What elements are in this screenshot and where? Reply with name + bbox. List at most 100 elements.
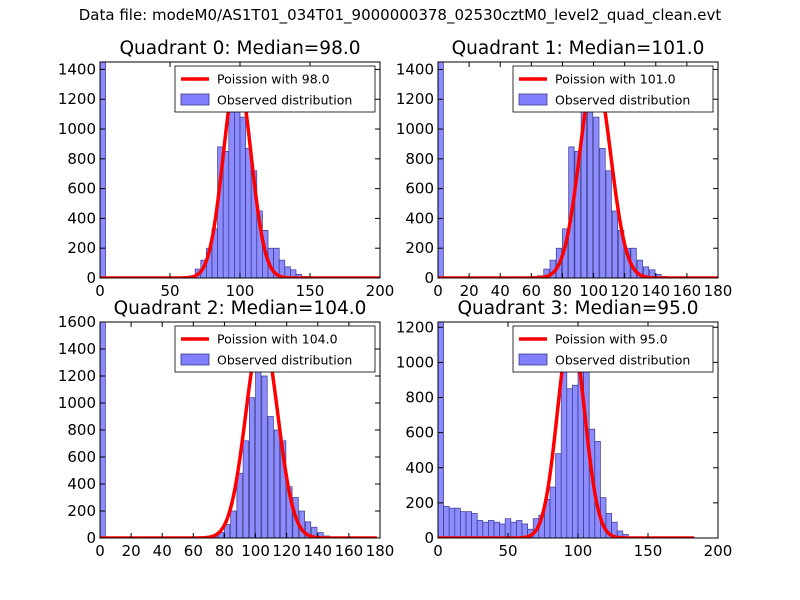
x-tick-label: 40 xyxy=(491,282,510,300)
x-tick-label: 0 xyxy=(95,282,105,300)
y-tick-label: 800 xyxy=(405,389,434,407)
histogram-bar xyxy=(261,375,268,539)
histogram-bar xyxy=(230,510,237,539)
x-tick-label: 50 xyxy=(498,542,517,560)
histogram-bar xyxy=(267,416,274,539)
y-tick-label: 200 xyxy=(67,502,96,520)
x-tick-label: 100 xyxy=(226,282,255,300)
histogram-bar xyxy=(499,523,506,539)
figure-title: Data file: modeM0/AS1T01_034T01_90000003… xyxy=(78,6,722,24)
legend-line-label: Poission with 98.0 xyxy=(217,72,330,87)
histogram-bar xyxy=(273,429,281,539)
histogram-bar xyxy=(239,116,246,279)
x-tick-label: 40 xyxy=(153,542,172,560)
panel-title: Quadrant 2: Median=104.0 xyxy=(114,298,367,319)
y-tick-label: 600 xyxy=(405,180,434,198)
histogram-bar xyxy=(228,106,235,279)
panel-title: Quadrant 0: Median=98.0 xyxy=(119,38,360,59)
legend-bar-swatch xyxy=(518,93,548,106)
y-tick-label: 1200 xyxy=(58,367,96,385)
y-tick-label: 0 xyxy=(86,269,96,287)
y-tick-label: 600 xyxy=(67,180,96,198)
y-tick-label: 400 xyxy=(405,459,434,477)
histogram-bar xyxy=(255,368,262,539)
y-tick-label: 0 xyxy=(424,529,434,547)
x-tick-label: 80 xyxy=(215,542,234,560)
histogram-bar xyxy=(599,148,606,279)
x-tick-label: 120 xyxy=(272,542,301,560)
y-tick-label: 600 xyxy=(405,424,434,442)
histogram-bar xyxy=(234,83,241,279)
x-tick-label: 100 xyxy=(579,282,608,300)
histogram-bar xyxy=(572,384,579,539)
chart-panel-2: 0 20 40 60 80 100 120 140 160 180 0 200 400 600 800 100… xyxy=(58,298,395,560)
y-tick-label: 1400 xyxy=(58,60,96,78)
y-tick-label: 200 xyxy=(405,494,434,512)
y-tick-label: 1400 xyxy=(58,340,96,358)
legend-bar-swatch xyxy=(180,93,210,106)
y-tick-label: 800 xyxy=(67,150,96,168)
histogram-bar xyxy=(443,506,450,539)
histogram-bar xyxy=(516,520,523,539)
legend-bar-label: Observed distribution xyxy=(555,93,690,108)
histogram-bar xyxy=(245,148,252,279)
x-tick-label: 20 xyxy=(122,542,141,560)
x-tick-label: 160 xyxy=(335,542,364,560)
x-tick-label: 140 xyxy=(641,282,670,300)
y-tick-label: 1000 xyxy=(58,120,96,138)
chart-panel-0: 0 50 100 150 200 0 200 400 600 800 1000 1200 1400 Qua… xyxy=(58,38,395,300)
x-tick-label: 160 xyxy=(673,282,702,300)
x-tick-label: 200 xyxy=(704,542,733,560)
y-tick-label: 400 xyxy=(67,475,96,493)
histogram-bar xyxy=(99,61,106,279)
histogram-bar xyxy=(454,507,461,539)
histogram-bar xyxy=(465,511,472,539)
histogram-bar xyxy=(560,362,568,539)
x-tick-label: 100 xyxy=(241,542,270,560)
legend-bar-swatch xyxy=(180,353,210,366)
y-tick-label: 1600 xyxy=(58,313,96,331)
histogram-bar xyxy=(611,210,619,279)
histogram-bar xyxy=(586,83,594,279)
legend-bar-label: Observed distribution xyxy=(217,93,352,108)
x-tick-label: 20 xyxy=(460,282,479,300)
panel-title: Quadrant 3: Median=95.0 xyxy=(457,298,698,319)
chart-panel-1: 0 20 40 60 80 100 120 140 160 180 0 200 400 600 800 100… xyxy=(396,38,733,300)
histogram-bar xyxy=(493,521,500,539)
x-tick-label: 140 xyxy=(303,542,332,560)
x-tick-label: 0 xyxy=(433,282,443,300)
x-tick-label: 0 xyxy=(95,542,105,560)
histogram-bar xyxy=(222,151,230,279)
axes-frame xyxy=(437,61,719,279)
y-tick-label: 200 xyxy=(67,239,96,257)
y-tick-label: 1000 xyxy=(396,120,434,138)
y-tick-label: 1200 xyxy=(396,318,434,336)
histogram-bar xyxy=(448,507,456,539)
x-tick-label: 150 xyxy=(296,282,325,300)
y-tick-label: 1000 xyxy=(396,353,434,371)
histogram-bar xyxy=(437,321,444,539)
y-tick-label: 1400 xyxy=(396,60,434,78)
histogram-bar xyxy=(437,61,444,279)
y-tick-label: 200 xyxy=(405,239,434,257)
poisson-curve xyxy=(438,72,718,278)
legend-bar-label: Observed distribution xyxy=(555,353,690,368)
x-tick-label: 80 xyxy=(553,282,572,300)
histogram-bar xyxy=(555,453,562,539)
chart-panel-3: 0 50 100 150 200 0 200 400 600 800 1000 1200 Quadran… xyxy=(396,298,733,560)
histogram-bar xyxy=(482,521,489,539)
x-tick-label: 150 xyxy=(634,542,663,560)
y-tick-label: 800 xyxy=(67,421,96,439)
y-tick-label: 0 xyxy=(424,269,434,287)
histogram-bar xyxy=(242,440,249,539)
histogram-bar xyxy=(460,511,467,539)
panel-title: Quadrant 1: Median=101.0 xyxy=(452,38,705,59)
histogram-bar xyxy=(566,388,573,539)
y-tick-label: 0 xyxy=(86,529,96,547)
y-tick-label: 600 xyxy=(67,448,96,466)
y-tick-label: 400 xyxy=(405,209,434,227)
x-tick-label: 100 xyxy=(564,542,593,560)
legend-line-label: Poission with 104.0 xyxy=(217,332,338,347)
x-tick-label: 60 xyxy=(522,282,541,300)
